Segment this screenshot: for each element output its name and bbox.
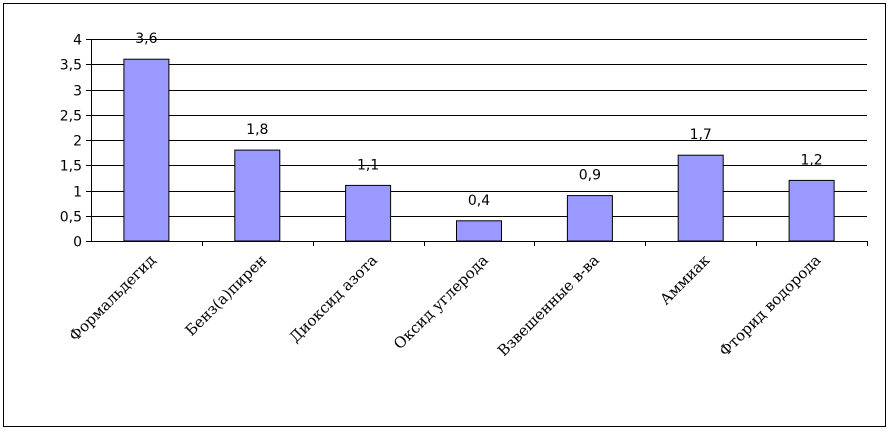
data-label: 0,4: [468, 193, 490, 209]
y-tick-label: 1: [73, 185, 82, 201]
bar: [677, 154, 724, 242]
data-label: 1,7: [690, 127, 712, 143]
data-label: 1,1: [357, 157, 379, 173]
bar: [566, 195, 613, 242]
bar: [123, 58, 170, 242]
axes: [86, 39, 867, 242]
y-tick-label: 0,5: [60, 210, 82, 226]
data-label: 0,9: [579, 168, 601, 184]
category-label: Фторид водорода: [716, 251, 825, 360]
bar: [456, 220, 502, 242]
category-label: Бенз(а)пирен: [182, 251, 271, 340]
y-tick-label: 3: [73, 84, 82, 100]
category-labels: Формальдегид Бенз(а)пирен Диоксид азота Окс…: [65, 241, 868, 360]
data-label: 1,2: [800, 152, 822, 168]
data-label: 3,6: [135, 31, 157, 47]
y-tick-label: 1,5: [60, 159, 82, 175]
category-label: Аммиак: [656, 251, 714, 309]
bars: [123, 58, 835, 242]
y-tick-label: 2,5: [60, 109, 82, 125]
y-axis-ticks: 0 0,5 1 1,5 2 2,5 3 3,5 4: [60, 33, 91, 251]
bar: [788, 179, 835, 242]
data-labels: 3,6 1,8 1,1 0,4 0,9 1,7 1,2: [135, 31, 822, 209]
data-label: 1,8: [246, 122, 268, 138]
category-label: Взвешенные в-ва: [494, 251, 603, 360]
category-label: Формальдегид: [65, 251, 159, 345]
y-tick-label: 3,5: [60, 58, 82, 74]
y-tick-label: 2: [73, 134, 82, 150]
y-tick-label: 0: [73, 235, 82, 251]
y-tick-label: 4: [73, 33, 82, 49]
category-label: Диоксид азота: [286, 251, 381, 346]
gridlines: [91, 39, 867, 217]
bar: [345, 184, 392, 242]
category-label: Оксид углерода: [390, 251, 492, 353]
bar: [234, 149, 281, 242]
